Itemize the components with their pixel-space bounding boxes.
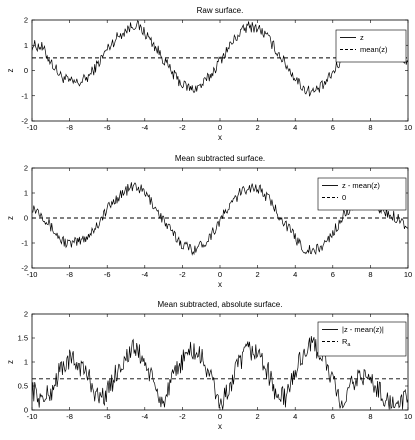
x-axis-label: x — [218, 133, 222, 142]
legend-box — [335, 29, 407, 63]
x-tick-label: -4 — [141, 412, 148, 421]
y-tick-label: 1 — [24, 41, 28, 50]
y-tick-label: 2 — [24, 164, 28, 173]
y-tick-label: 0 — [24, 66, 28, 75]
chart-title: Mean subtracted surface. — [175, 154, 265, 163]
y-tick-label: 1 — [24, 358, 28, 367]
y-tick-label: -2 — [21, 117, 28, 126]
x-tick-label: -4 — [141, 123, 148, 132]
x-tick-label: 4 — [293, 123, 297, 132]
y-axis-label: z — [6, 360, 15, 364]
x-tick-label: 2 — [256, 123, 260, 132]
series-group — [32, 182, 408, 256]
y-tick-label: -1 — [21, 91, 28, 100]
x-tick-label: 10 — [404, 270, 412, 279]
legend-box — [317, 321, 407, 357]
x-tick-label: -8 — [66, 412, 73, 421]
x-tick-label: -8 — [66, 123, 73, 132]
chart-1: Raw surface.-10 -8 -6 -4 -2 0 2 4 6 8 10-2-1012xzz… — [6, 6, 412, 142]
y-tick-label: 2 — [24, 16, 28, 25]
chart-2: Mean subtracted surface.-10 -8 -6 -4 -2 0 2 4 6 8… — [6, 154, 412, 289]
legend-label: z - mean(z) — [342, 181, 380, 190]
x-tick-label: -2 — [179, 123, 186, 132]
series-line — [32, 336, 408, 410]
x-tick-label: -4 — [141, 270, 148, 279]
y-tick-label: -2 — [21, 264, 28, 273]
x-tick-label: -10 — [27, 412, 38, 421]
y-axis-label: z — [6, 216, 15, 220]
legend-label: Ra — [342, 337, 351, 348]
y-tick-label: -1 — [21, 239, 28, 248]
legend-box — [317, 177, 407, 211]
x-tick-label: 2 — [256, 412, 260, 421]
y-tick-label: 1.5 — [18, 334, 28, 343]
legend: z mean(z) — [335, 29, 407, 63]
x-tick-label: 10 — [404, 412, 412, 421]
x-tick-label: 8 — [368, 412, 372, 421]
legend: z - mean(z) 0 — [317, 177, 407, 211]
y-tick-label: 2 — [24, 310, 28, 319]
chart-title: Mean subtracted, absolute surface. — [158, 300, 283, 309]
y-tick-label: 0 — [24, 406, 28, 415]
x-tick-label: -2 — [179, 412, 186, 421]
y-tick-label: 0 — [24, 214, 28, 223]
y-tick-label: 1 — [24, 189, 28, 198]
x-tick-label: 6 — [331, 123, 335, 132]
x-tick-label: -2 — [179, 270, 186, 279]
x-tick-label: 2 — [256, 270, 260, 279]
x-tick-label: -8 — [66, 270, 73, 279]
x-tick-label: 6 — [331, 270, 335, 279]
y-axis-label: z — [6, 69, 15, 73]
legend: |z - mean(z)| Ra — [317, 321, 407, 357]
x-axis-label: x — [218, 422, 222, 431]
x-tick-label: 8 — [368, 123, 372, 132]
legend-label: |z - mean(z)| — [342, 325, 384, 334]
x-tick-label: 4 — [293, 412, 297, 421]
x-tick-label: 0 — [218, 270, 222, 279]
x-tick-label: 4 — [293, 270, 297, 279]
x-tick-label: 10 — [404, 123, 412, 132]
series-group — [32, 336, 408, 410]
x-tick-label: -10 — [27, 123, 38, 132]
x-tick-label: 0 — [218, 123, 222, 132]
x-tick-label: 8 — [368, 270, 372, 279]
series-line — [32, 182, 408, 256]
chart-3: Mean subtracted, absolute surface. -10 -8 -… — [6, 300, 412, 431]
x-tick-label: 0 — [218, 412, 222, 421]
legend-label: z — [360, 33, 364, 42]
legend-label: 0 — [342, 193, 346, 202]
y-tick-label: 0.5 — [18, 382, 28, 391]
x-axis-label: x — [218, 280, 222, 289]
x-tick-label: -6 — [104, 123, 111, 132]
x-tick-label: -10 — [27, 270, 38, 279]
x-tick-label: 6 — [331, 412, 335, 421]
legend-label: mean(z) — [360, 45, 388, 54]
chart-title: Raw surface. — [197, 6, 244, 15]
x-tick-label: -6 — [104, 270, 111, 279]
x-tick-label: -6 — [104, 412, 111, 421]
